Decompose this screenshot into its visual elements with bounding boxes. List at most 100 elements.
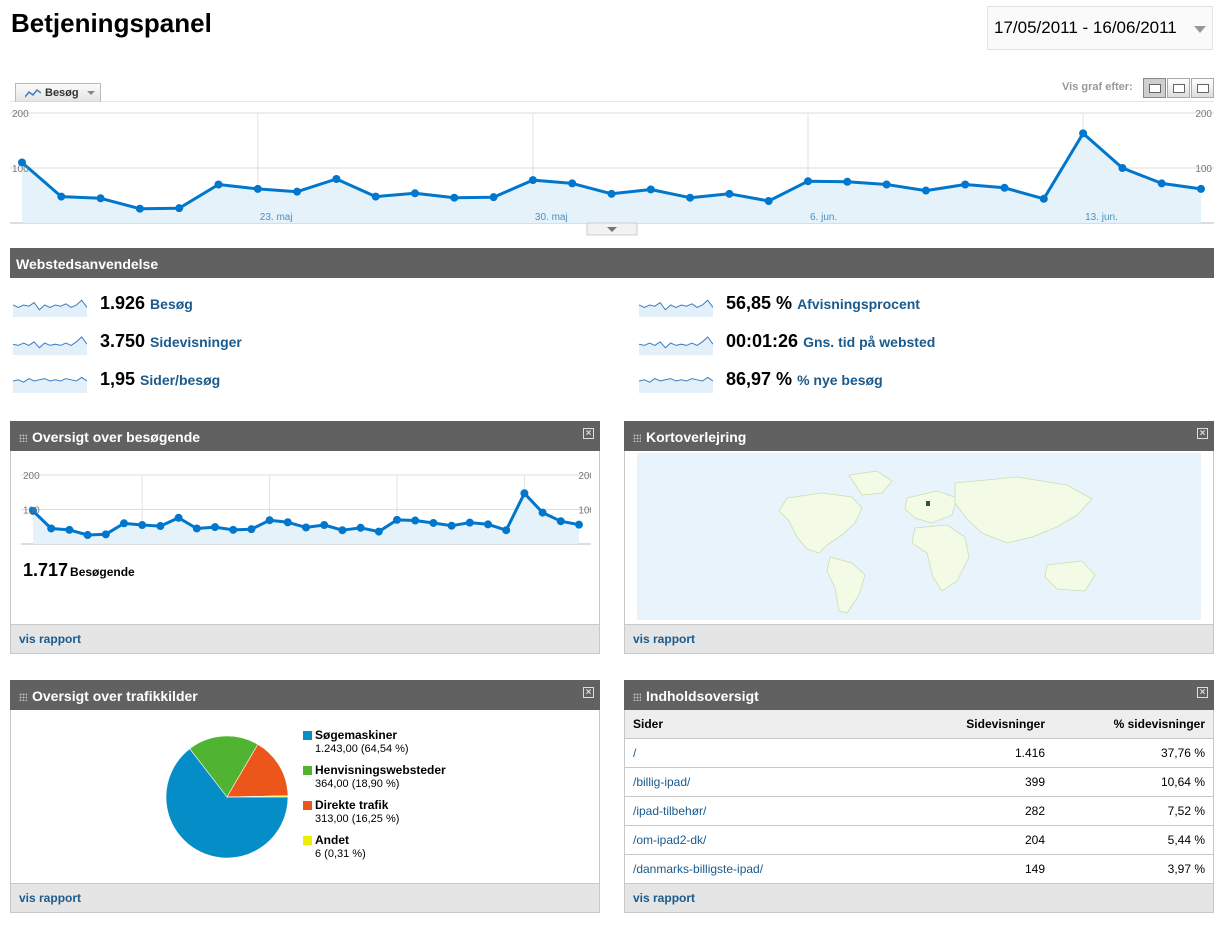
visitors-total: 1.717 Besøgende [23,560,135,581]
page-link[interactable]: /om-ipad2-dk/ [625,825,913,855]
panel-title: Oversigt over trafikkilder [32,688,198,704]
view-report-link[interactable]: vis rapport [633,632,696,646]
col-pages[interactable]: Sider [625,710,913,739]
drag-handle-icon[interactable] [633,693,641,701]
legend-name: Andet [315,833,349,847]
drag-handle-icon[interactable] [633,434,641,442]
view-day-button[interactable] [1143,78,1166,98]
page-link[interactable]: /billig-ipad/ [625,767,913,797]
kpi-link[interactable]: Gns. tid på websted [803,334,936,350]
data-point [528,176,537,185]
data-point [502,526,511,535]
data-point [484,520,492,529]
page-link[interactable]: / [625,738,913,768]
data-point [1118,164,1127,172]
visits-chart: 200 200 100 100 23. maj 30. maj 6. jun. 13. jun… [10,101,1214,236]
africa-shape [911,524,970,592]
pageviews-cell: 1.416 [913,738,1053,768]
data-point [29,506,37,515]
data-point [520,489,529,498]
kpi-link[interactable]: % nye besøg [797,372,883,388]
view-month-button[interactable] [1191,78,1214,98]
traffic-sources-panel: Oversigt over trafikkilder × Søgemaskine… [10,680,600,913]
data-point [450,193,459,202]
data-point [1157,179,1166,188]
data-point [489,193,498,202]
content-table: Sider Sidevisninger % sidevisninger /1.4… [625,710,1213,884]
chevron-down-icon [87,91,95,95]
legend-value: 6 (0,31 %) [315,848,366,860]
pageviews-pct-cell: 5,44 % [1053,825,1213,855]
view-report-link[interactable]: vis rapport [19,891,82,905]
site-usage-header: Webstedsanvendelse [10,248,1214,278]
panel-header: Indholdsoversigt × [624,680,1214,710]
data-point [882,180,891,189]
kpi-link[interactable]: Sider/besøg [140,372,221,388]
north-america-shape [778,492,863,554]
data-point [1079,129,1088,138]
data-point [253,184,262,193]
table-row: /om-ipad2-dk/204 5,44 % [625,825,1213,855]
close-icon[interactable]: × [1197,428,1208,439]
data-point [411,516,420,525]
legend-value: 313,00 (16,25 %) [315,813,400,825]
data-point [156,522,165,531]
drag-handle-icon[interactable] [19,693,27,701]
metric-selector[interactable]: Besøg [15,83,101,102]
table-row: /1.416 37,76 % [625,738,1213,768]
data-point [921,186,930,195]
table-header-row: Sider Sidevisninger % sidevisninger [625,710,1213,739]
kpi-right-2: 86,97 %% nye besøg [639,369,1159,395]
data-point [646,185,655,194]
date-range-picker[interactable]: 17/05/2011 - 16/06/2011 [987,6,1213,50]
data-point [961,180,970,189]
kpi-number: 1.926 [100,293,146,313]
pie-slice [165,748,289,859]
data-point [556,517,565,526]
data-point [96,194,105,203]
line-chart-icon [25,88,41,98]
drag-handle-icon[interactable] [19,434,27,442]
site-usage-title: Webstedsanvendelse [16,256,159,272]
table-row: /ipad-tilbehør/282 7,52 % [625,796,1213,826]
kpi-value: 3.750 Sidevisninger [100,331,242,352]
data-point [47,524,56,533]
kpi-link[interactable]: Sidevisninger [150,334,242,350]
col-pageviews-pct[interactable]: % sidevisninger [1053,710,1213,739]
col-pageviews[interactable]: Sidevisninger [913,710,1053,739]
kpi-value: 1.926 Besøg [100,293,193,314]
y-tick-label: 200 [1195,109,1212,120]
pie-slice [226,795,289,798]
data-point [211,523,219,532]
data-point [214,180,223,189]
kpi-link[interactable]: Afvisningsprocent [797,296,920,312]
data-point [1000,183,1009,192]
data-point [293,187,302,196]
data-point [338,526,347,535]
kpi-left-1: 3.750 Sidevisninger [13,331,533,357]
pageviews-cell: 282 [913,796,1053,826]
close-icon[interactable]: × [1197,687,1208,698]
close-icon[interactable]: × [583,428,594,439]
data-point [465,518,474,527]
y-tick-label: 100 [12,164,29,175]
view-week-button[interactable] [1167,78,1190,98]
panel-header: Oversigt over trafikkilder × [10,680,600,710]
panel-header: Oversigt over besøgende × [10,421,600,451]
close-icon[interactable]: × [583,687,594,698]
page-link[interactable]: /danmarks-billigste-ipad/ [625,854,913,884]
data-point [332,175,341,183]
view-report-link[interactable]: vis rapport [633,891,696,905]
page-link[interactable]: /ipad-tilbehør/ [625,796,913,826]
x-tick-label: 23. maj [260,212,293,223]
data-point [804,177,812,186]
kpi-link[interactable]: Besøg [150,296,193,312]
chevron-down-icon [607,227,617,232]
data-point [229,525,238,534]
x-tick-label: 13. jun. [1085,212,1118,223]
view-report-link[interactable]: vis rapport [19,632,82,646]
data-point [568,179,577,188]
pageviews-pct-cell: 10,64 % [1053,767,1213,797]
y-tick-label: 200 [23,471,40,482]
data-point [247,525,256,534]
